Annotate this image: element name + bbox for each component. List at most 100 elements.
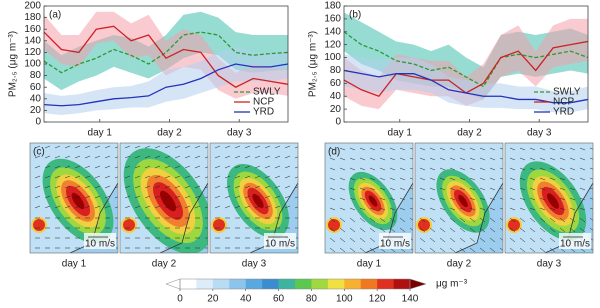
- wind-arrow: [539, 217, 546, 223]
- wind-arrow: [459, 237, 466, 243]
- y-tick-label: 100: [24, 59, 41, 70]
- wind-arrow: [104, 175, 111, 179]
- wind-arrow: [579, 157, 586, 161]
- wind-arrow: [214, 205, 221, 209]
- wind-arrow: [124, 155, 131, 159]
- wind-arrow: [329, 237, 336, 243]
- wind-arrow: [419, 207, 426, 211]
- wind-arrow: [509, 187, 516, 191]
- wind-arrow: [539, 207, 546, 211]
- wind-arrow: [399, 187, 406, 191]
- wind-arrow: [369, 197, 376, 201]
- day-label: day 2: [152, 259, 177, 270]
- wind-arrow: [114, 186, 118, 189]
- y-tick-label: 80: [30, 70, 42, 81]
- wind-arrow: [539, 167, 546, 171]
- wind-arrow: [104, 195, 111, 199]
- wind-arrow: [104, 155, 111, 159]
- wind-arrow: [569, 217, 576, 223]
- wind-arrow: [379, 157, 386, 161]
- wind-arrow: [154, 175, 161, 179]
- wind-arrow: [244, 185, 251, 189]
- wind-arrow: [439, 237, 446, 243]
- wind-arrow: [174, 205, 181, 209]
- wind-arrow: [589, 217, 593, 221]
- map-panel: [30, 143, 118, 253]
- wind-arrow: [94, 185, 101, 189]
- wind-arrow: [94, 145, 101, 149]
- wind-arrow: [489, 177, 496, 181]
- wind-arrow: [114, 176, 118, 179]
- wind-arrow: [329, 177, 336, 181]
- pollution: [458, 194, 468, 208]
- y-tick-label: 0: [335, 117, 341, 128]
- wind-arrow: [399, 157, 406, 161]
- x-tick-label: day 1: [88, 128, 113, 139]
- series-line: [43, 25, 289, 88]
- x-tick-label: day 3: [227, 128, 252, 139]
- wind-arrow: [54, 175, 61, 179]
- wind-arrow: [339, 227, 346, 233]
- wind-arrow: [104, 145, 111, 149]
- wind-arrow: [349, 197, 356, 201]
- wind-arrow: [254, 185, 261, 189]
- wind-arrow: [174, 145, 181, 149]
- wind-arrow: [84, 175, 91, 179]
- wind-arrow: [174, 195, 181, 199]
- wind-arrow: [284, 145, 291, 149]
- wind-arrow: [429, 177, 436, 181]
- colorbar-tick-label: 100: [336, 294, 353, 305]
- wind-arrow: [509, 167, 516, 171]
- wind-arrow: [469, 147, 476, 151]
- wind-arrow: [34, 195, 41, 199]
- wind-arrow: [379, 197, 386, 201]
- wind-arrow: [329, 167, 336, 171]
- wind-arrow: [254, 195, 261, 199]
- wind-arrow: [174, 155, 181, 159]
- wind-arrow: [204, 206, 208, 209]
- wind-arrow: [154, 165, 161, 169]
- wind-arrow: [589, 197, 593, 200]
- wind-arrow: [569, 167, 576, 171]
- y-tick-label: 100: [324, 52, 341, 63]
- wind-arrow: [254, 165, 261, 169]
- wind-arrow: [439, 177, 446, 181]
- wind-arrow: [469, 197, 476, 201]
- wind-arrow: [429, 147, 436, 151]
- wind-arrow: [379, 227, 386, 233]
- panel-label: (c): [33, 147, 45, 158]
- wind-arrow: [264, 155, 271, 159]
- wind-arrow: [369, 167, 376, 171]
- wind-arrow: [64, 195, 71, 199]
- map-frame: [119, 142, 209, 254]
- legend-label: YRD: [553, 107, 574, 118]
- wind-arrow: [369, 187, 376, 191]
- wind-arrow: [579, 197, 586, 201]
- y-tick-label: 60: [30, 82, 42, 93]
- y-axis-label: PM₂.₅ (μg m⁻³): [8, 31, 19, 97]
- wind-arrow: [409, 147, 413, 150]
- wind-arrow: [419, 147, 426, 151]
- wind-arrow: [469, 207, 476, 211]
- colorbar-cell: [393, 279, 411, 289]
- wind-arrow: [449, 227, 456, 233]
- wind-arrow: [254, 175, 261, 179]
- wind-arrow: [214, 155, 221, 159]
- legend-label: NCP: [253, 97, 274, 108]
- wind-arrow: [459, 147, 466, 151]
- wind-arrow: [399, 217, 406, 223]
- wind-arrow: [399, 197, 406, 201]
- wind-arrow: [589, 147, 593, 150]
- wind-arrow: [479, 247, 486, 253]
- wind-arrow: [264, 205, 271, 209]
- wind-arrow: [589, 167, 593, 170]
- wind-arrow: [569, 147, 576, 151]
- wind-arrow: [339, 157, 346, 161]
- wind-arrow: [74, 185, 81, 189]
- wind-arrow: [369, 227, 376, 233]
- wind-arrow: [499, 147, 503, 150]
- wind-arrow: [134, 195, 141, 199]
- y-tick-label: 200: [24, 1, 41, 12]
- wind-arrow: [264, 175, 271, 179]
- wind-arrow: [499, 177, 503, 180]
